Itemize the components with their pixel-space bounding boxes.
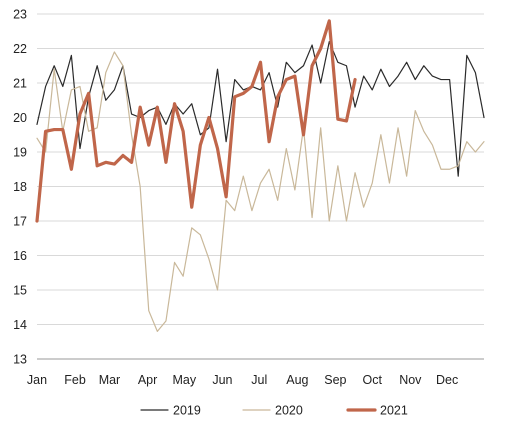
x-tick-label: Oct <box>363 373 383 387</box>
y-tick-label: 23 <box>13 8 27 22</box>
y-tick-label: 21 <box>13 77 27 91</box>
y-tick-label: 18 <box>13 180 27 194</box>
x-tick-label: Nov <box>399 373 422 387</box>
y-tick-label: 15 <box>13 284 27 298</box>
series-line-2019 <box>36 40 485 177</box>
series-line-2021 <box>35 19 357 223</box>
legend-label-2019: 2019 <box>173 404 201 418</box>
legend-label-2020: 2020 <box>275 404 303 418</box>
gridlines <box>37 13 484 360</box>
x-tick-label: Jul <box>251 373 267 387</box>
y-tick-label: 22 <box>13 42 27 56</box>
series-line-2020 <box>36 51 485 332</box>
x-tick-label: May <box>173 373 197 387</box>
x-tick-label: Jun <box>212 373 232 387</box>
x-tick-label: Dec <box>436 373 458 387</box>
x-tick-labels: Jan Feb Mar Apr May Jun Jul Aug Sep Oct Nov Dec <box>27 373 458 387</box>
y-tick-label: 16 <box>13 249 27 263</box>
legend-label-2021: 2021 <box>380 404 408 418</box>
y-tick-label: 20 <box>13 111 27 125</box>
y-tick-label: 14 <box>13 318 27 332</box>
y-tick-labels: 13 14 15 16 17 18 19 20 21 22 23 <box>13 8 27 367</box>
x-tick-label: Aug <box>286 373 308 387</box>
y-tick-label: 17 <box>13 215 27 229</box>
x-tick-label: Mar <box>99 373 121 387</box>
y-tick-label: 13 <box>13 353 27 367</box>
series-lines <box>35 19 485 332</box>
x-tick-label: Jan <box>27 373 47 387</box>
x-tick-label: Sep <box>324 373 346 387</box>
legend: 2019 2020 2021 <box>140 404 408 418</box>
x-tick-label: Feb <box>64 373 86 387</box>
x-tick-label: Apr <box>138 373 157 387</box>
y-tick-label: 19 <box>13 146 27 160</box>
